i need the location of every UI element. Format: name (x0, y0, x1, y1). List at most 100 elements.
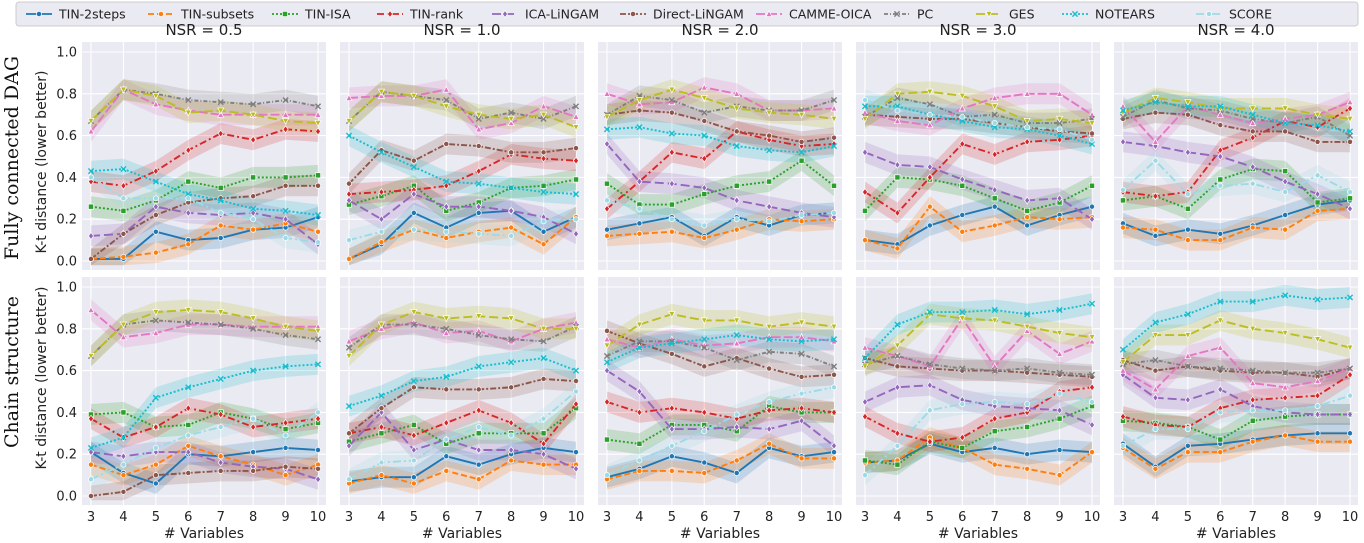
point-ica-lingam (1024, 196, 1031, 205)
point-camme-oica (119, 333, 128, 341)
legend-item-camme-oica: CAMME-OICA (756, 7, 872, 22)
point-tin-2steps (475, 461, 482, 468)
point-ica-lingam (991, 185, 998, 194)
series-line-tin-rank (864, 386, 1093, 443)
point-tin-rank (1119, 412, 1127, 421)
point-tin-subsets (1024, 214, 1031, 221)
x-tick-label: 7 (733, 510, 741, 525)
band-tin-rank (865, 376, 1092, 453)
point-notears (894, 321, 901, 328)
point-ges (830, 323, 838, 331)
point-camme-oica (281, 110, 290, 118)
band-tin-rank (607, 391, 834, 430)
point-tin-subsets (120, 472, 127, 479)
point-ges (861, 115, 869, 123)
point-score (831, 384, 837, 391)
legend-marker-tin-2steps (36, 11, 42, 17)
point-pc (282, 96, 289, 104)
point-pc (345, 344, 353, 351)
point-tin-rank (603, 397, 611, 406)
point-score (217, 209, 224, 216)
point-direct-lingam (315, 465, 321, 472)
series-line-tin-2steps (90, 446, 319, 485)
point-camme-oica (830, 104, 838, 112)
point-tin-2steps (668, 453, 675, 460)
point-tin-subsets (475, 476, 482, 483)
series-camme-oica (1119, 343, 1354, 393)
point-pc (1056, 369, 1063, 376)
point-tin-subsets (733, 226, 740, 233)
point-pc (894, 352, 901, 360)
point-camme-oica (1249, 379, 1257, 387)
series-notears (861, 300, 1096, 362)
series-line-tin-rank (1122, 374, 1351, 428)
point-tin-rank (1249, 133, 1256, 142)
series-line-tin-isa (864, 176, 1093, 212)
point-camme-oica (700, 83, 708, 91)
point-ica-lingam (572, 464, 580, 473)
series-line-score (348, 218, 577, 242)
point-score (862, 472, 868, 479)
band-pc (865, 345, 1092, 386)
point-notears (991, 124, 998, 131)
point-tin-subsets (1249, 224, 1256, 231)
point-pc (701, 109, 708, 116)
series-tin-subsets (88, 220, 321, 262)
point-notears (508, 359, 515, 366)
band-tin-rank (349, 144, 576, 205)
legend-marker-ges (985, 11, 993, 18)
point-tin-subsets (894, 245, 901, 252)
point-notears (1249, 298, 1256, 305)
point-tin-subsets (152, 249, 159, 256)
point-notears (1282, 119, 1289, 127)
point-tin-subsets (540, 461, 547, 468)
point-score (1249, 180, 1256, 187)
point-tin-rank (87, 177, 95, 186)
point-tin-isa (1217, 176, 1224, 183)
legend-frame (15, 1, 1359, 27)
point-tin-2steps (991, 444, 998, 451)
point-ges (1151, 95, 1160, 102)
point-tin-rank (540, 439, 547, 448)
point-tin-rank (1346, 370, 1354, 379)
point-tin-subsets (766, 440, 773, 447)
point-tin-isa (991, 195, 998, 202)
point-notears (1314, 122, 1321, 129)
point-pc (475, 115, 482, 122)
x-tick-label: 10 (1342, 510, 1359, 525)
band-notears (865, 95, 1092, 155)
point-direct-lingam (1347, 138, 1353, 145)
point-score (926, 111, 933, 118)
point-ica-lingam (1282, 177, 1289, 186)
band-notears (349, 347, 576, 417)
series-line-tin-isa (1122, 168, 1351, 210)
point-notears (314, 361, 322, 368)
band-notears (349, 125, 576, 205)
series-notears (87, 165, 322, 219)
x-axis-label: # Variables (164, 526, 244, 542)
point-tin-isa (604, 180, 610, 187)
point-camme-oica (1281, 383, 1289, 391)
point-tin-2steps (1024, 222, 1031, 229)
point-tin-2steps (410, 474, 417, 481)
point-camme-oica (1055, 349, 1064, 357)
point-ica-lingam (959, 175, 966, 184)
point-ges (119, 86, 128, 94)
series-line-ges (864, 90, 1093, 125)
series-line-ges (1122, 97, 1351, 120)
legend-marker-direct-lingam (630, 11, 636, 17)
x-tick-label: 3 (345, 510, 353, 525)
point-notears (378, 149, 385, 156)
series-line-camme-oica (606, 86, 835, 112)
point-tin-2steps (926, 222, 933, 229)
point-tin-isa (701, 191, 708, 198)
point-tin-subsets (540, 241, 547, 248)
point-camme-oica (861, 108, 869, 116)
series-line-pc (606, 340, 835, 368)
point-direct-lingam (540, 376, 547, 382)
legend-label-pc: PC (917, 7, 934, 22)
point-pc (1056, 119, 1063, 127)
x-tick-label: 3 (1119, 510, 1127, 525)
point-notears (636, 344, 643, 351)
point-pc (766, 348, 773, 355)
